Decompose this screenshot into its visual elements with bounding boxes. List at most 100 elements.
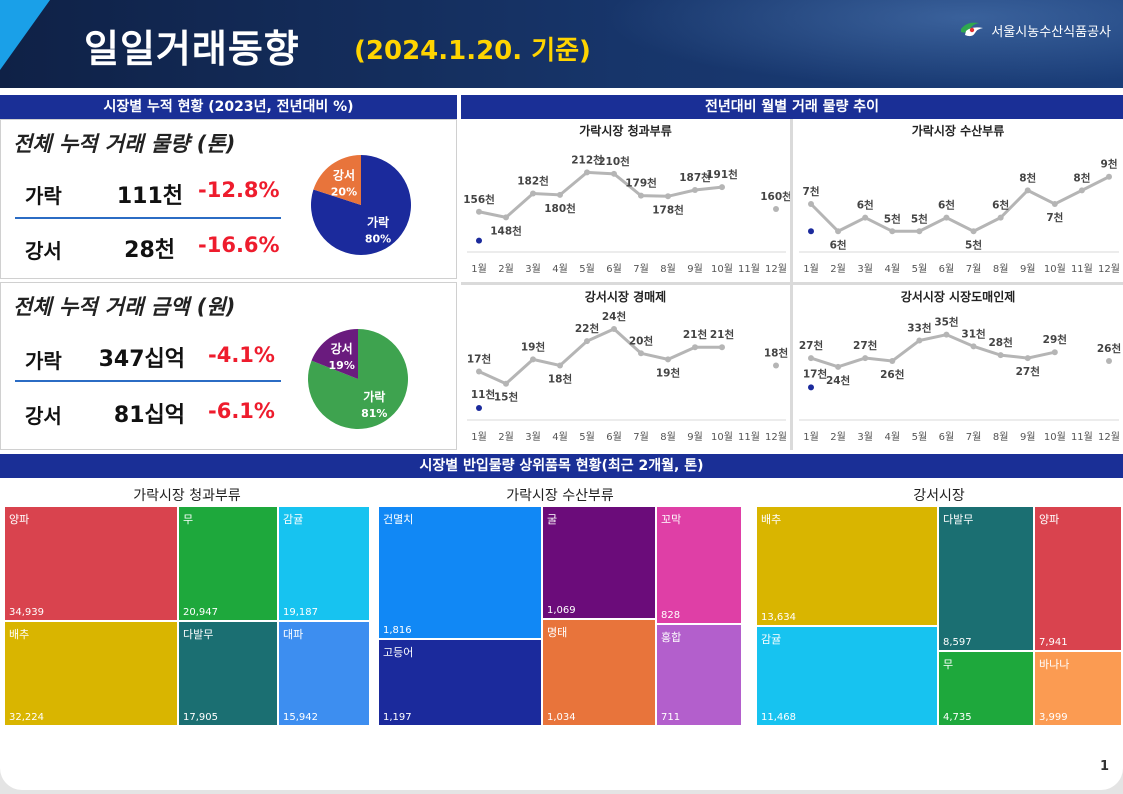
data-point (862, 355, 869, 362)
data-label: 24천 (826, 374, 850, 387)
data-label: 160천 (760, 190, 790, 203)
tile-name: 양파 (9, 513, 30, 526)
data-point (692, 186, 698, 193)
data-label: 27천 (853, 339, 877, 352)
organization-name: 서울시농수산식품공사 (991, 24, 1111, 40)
x-tick-label: 10월 (711, 431, 733, 443)
data-label: 187천 (679, 171, 711, 184)
data-point (584, 338, 590, 345)
pie-slice-pct: 80% (365, 232, 391, 245)
series-line (809, 175, 1110, 234)
data-point (611, 325, 617, 332)
data-point (916, 337, 923, 344)
x-tick-label: 4월 (552, 263, 568, 275)
data-label: 18천 (764, 346, 788, 359)
data-label: 148천 (490, 224, 522, 237)
x-tick-label: 8월 (660, 431, 676, 443)
value-change-gangseo: -6.1% (208, 399, 275, 423)
x-tick-label: 3월 (525, 263, 541, 275)
tile-name: 굴 (547, 513, 558, 526)
x-tick-label: 1월 (471, 431, 487, 443)
data-label: 17천 (467, 353, 491, 366)
tile-name: 배추 (761, 513, 782, 526)
x-tick-label: 3월 (857, 263, 873, 275)
data-point (997, 214, 1004, 221)
x-tick-label: 7월 (966, 431, 982, 443)
series-line (478, 327, 722, 386)
x-tick-label: 2월 (498, 263, 514, 275)
x-tick-label: 12월 (1098, 431, 1120, 443)
volume-title: 전체 누적 거래 물량 (톤) (13, 132, 236, 156)
data-point (889, 358, 896, 364)
pie-slice-label: 강서 (333, 168, 355, 183)
data-label: 24천 (602, 310, 626, 323)
data-point (638, 350, 644, 357)
line-chart-gangseo-wholesaler: 1월 2월 3월 4월 5월 6월 7월 8월 9월 10월 11월 12월 27천 24천 27천 26천 3… (799, 316, 1121, 443)
chart-title: 강서시장 시장도매인제 (900, 290, 1016, 304)
tile-value: 1,069 (547, 605, 576, 616)
data-point (503, 380, 509, 387)
x-tick-label: 5월 (912, 263, 928, 275)
pie-slice-pct: 20% (331, 186, 357, 199)
value-title: 전체 누적 거래 금액 (원) (13, 295, 236, 319)
volume-amount-gangseo: 28천 (124, 238, 175, 263)
data-point (557, 191, 563, 198)
data-label: 6천 (857, 199, 874, 212)
treemap-tile: 양파 7,941 (1034, 506, 1122, 651)
x-tick-label: 4월 (552, 431, 568, 443)
value-change-garak: -4.1% (208, 343, 275, 367)
treemap-tile: 다발무 8,597 (938, 506, 1034, 651)
data-label: 7천 (1046, 211, 1063, 224)
x-tick-label: 12월 (765, 431, 787, 443)
treemap-tile: 양파 34,939 (4, 506, 178, 621)
x-tick-label: 7월 (966, 263, 982, 275)
x-tick-label: 8월 (660, 263, 676, 275)
banner-accent (0, 0, 50, 70)
data-point (476, 208, 482, 215)
x-tick-label: 1월 (803, 431, 819, 443)
data-point (719, 344, 725, 351)
data-point (970, 228, 977, 235)
data-point (943, 331, 950, 338)
chart-garak-fishery: 가락시장 수산부류 1월 2월 3월 4월 5월 6월 7월 8월 9월 10월 11월 12월 7천 6… (793, 119, 1123, 282)
tile-name: 다발무 (183, 628, 214, 641)
tile-value: 1,816 (383, 625, 412, 636)
data-point (1051, 201, 1058, 207)
tile-value: 20,947 (183, 607, 218, 618)
data-label: 6천 (938, 199, 955, 212)
data-point (808, 355, 814, 362)
top-items-section-header: 시장별 반입물량 상위품목 현황(최근 2개월, 톤) (0, 454, 1123, 478)
data-point (1024, 187, 1031, 194)
data-label: 28천 (988, 336, 1012, 349)
data-label: 21천 (710, 328, 734, 341)
value-amount-garak: 347십억 (98, 347, 185, 372)
divider (15, 380, 281, 382)
tile-name: 명태 (547, 626, 568, 639)
x-tick-label: 7월 (633, 431, 649, 443)
x-tick-label: 11월 (738, 431, 760, 443)
x-tick-label: 11월 (1071, 263, 1093, 275)
series-line (478, 170, 723, 220)
tile-value: 34,939 (9, 607, 44, 618)
data-label: 178천 (652, 203, 684, 216)
data-point (557, 362, 563, 369)
data-label: 6천 (992, 199, 1009, 212)
tile-name: 배추 (9, 628, 30, 641)
data-point (638, 192, 644, 199)
tile-name: 감귤 (761, 633, 782, 646)
monthly-chart-grid: 가락시장 청과부류 1월 2월 3월 4월 5월 6월 7월 8월 9월 10월 11월 12월 156… (461, 119, 1123, 450)
data-label: 22천 (575, 322, 599, 335)
value-amount-gangseo: 81십억 (113, 403, 185, 428)
data-label: 18천 (548, 372, 572, 385)
x-tick-label: 2월 (498, 431, 514, 443)
data-label: 5천 (884, 212, 901, 225)
reference-date: (2024.1.20. 기준) (354, 36, 591, 66)
data-point (835, 363, 842, 370)
data-point (584, 169, 590, 176)
x-tick-label: 9월 (1020, 263, 1036, 275)
current-year-point (808, 384, 814, 391)
x-tick-label: 1월 (471, 263, 487, 275)
x-tick-label: 8월 (993, 263, 1009, 275)
series-line (810, 333, 1056, 369)
treemap-tile: 무 20,947 (178, 506, 278, 621)
